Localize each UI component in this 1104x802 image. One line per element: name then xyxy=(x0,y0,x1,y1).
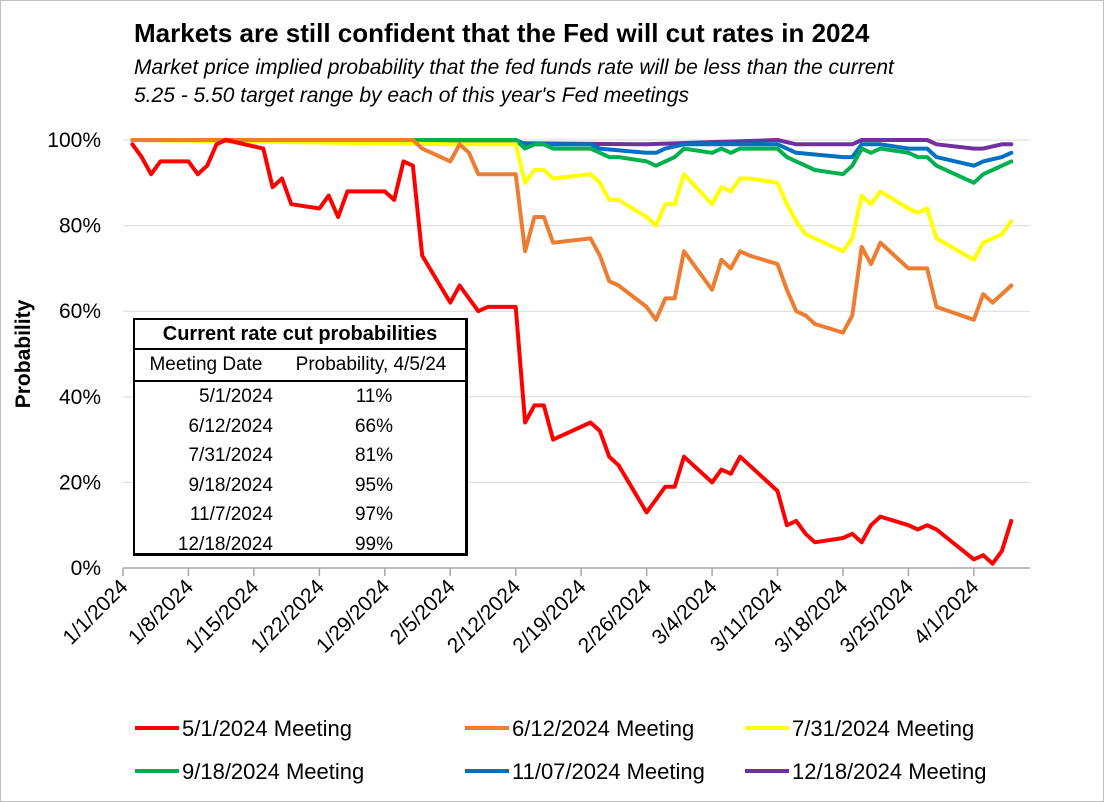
table-cell-probability: 81% xyxy=(354,445,394,466)
table-header-meeting-date: Meeting Date xyxy=(149,354,263,375)
y-tick-label: 100% xyxy=(47,129,101,152)
legend-label: 5/1/2024 Meeting xyxy=(182,716,352,741)
series-line-3 xyxy=(130,138,1014,262)
table-row: 12/18/2024 99% xyxy=(135,530,465,560)
legend-label: 11/07/2024 Meeting xyxy=(512,759,705,784)
x-tick-label: 4/1/2024 xyxy=(909,575,983,649)
table-cell-probability: 99% xyxy=(354,533,394,555)
table-row: 5/1/2024 11% xyxy=(135,382,465,412)
table-cell-probability: 11% xyxy=(355,386,393,407)
table-cell-probability: 97% xyxy=(354,504,394,525)
legend-label: 9/18/2024 Meeting xyxy=(182,759,364,784)
rate-cut-probability-table: Current rate cut probabilities Meeting D… xyxy=(133,318,468,556)
y-tick-label: 80% xyxy=(59,215,101,238)
legend-label: 7/31/2024 Meeting xyxy=(792,716,974,741)
table-row: 9/18/2024 95% xyxy=(135,471,465,501)
chart-subtitle-line-2: 5.25 - 5.50 target range by each of this… xyxy=(134,84,689,107)
series-line-1 xyxy=(130,138,1014,566)
chart-subtitle-line-1: Market price implied probability that th… xyxy=(134,56,894,79)
series-line-6 xyxy=(130,138,1014,151)
series-line-4 xyxy=(130,138,1014,185)
legend-label: 6/12/2024 Meeting xyxy=(512,716,694,741)
chart-title: Markets are still confident that the Fed… xyxy=(134,18,870,48)
table-cell-date: 7/31/2024 xyxy=(188,445,273,466)
y-tick-label: 40% xyxy=(59,386,101,409)
table-cell-probability: 66% xyxy=(354,415,394,437)
table-cell-probability: 95% xyxy=(354,474,394,496)
table-row: 11/7/2024 97% xyxy=(135,500,465,530)
legend-label: 12/18/2024 Meeting xyxy=(792,759,987,784)
series-line-2 xyxy=(130,138,1014,335)
table-cell-date: 9/18/2024 xyxy=(188,474,273,496)
table-header-probability: Probability, 4/5/24 xyxy=(295,354,447,375)
series-line-5 xyxy=(130,138,1014,168)
y-tick-label: 20% xyxy=(59,471,101,494)
table-title: Current rate cut probabilities xyxy=(135,320,465,350)
table-cell-date: 12/18/2024 xyxy=(177,533,273,555)
table-row: 7/31/2024 81% xyxy=(135,441,465,471)
table-header-row: Meeting Date Probability, 4/5/24 xyxy=(135,350,465,382)
y-tick-label: 60% xyxy=(59,300,101,323)
legend: 5/1/2024 Meeting 6/12/2024 Meeting 7/31/20… xyxy=(135,716,987,784)
y-axis-title: Probability xyxy=(12,299,35,408)
table-cell-date: 5/1/2024 xyxy=(199,386,273,407)
y-tick-label: 0% xyxy=(71,557,101,580)
x-tick-label: 1/1/2024 xyxy=(58,575,132,649)
series-lines xyxy=(130,138,1014,566)
table-cell-date: 11/7/2024 xyxy=(189,504,273,525)
table-row: 6/12/2024 66% xyxy=(135,412,465,442)
table-cell-date: 6/12/2024 xyxy=(188,415,273,437)
